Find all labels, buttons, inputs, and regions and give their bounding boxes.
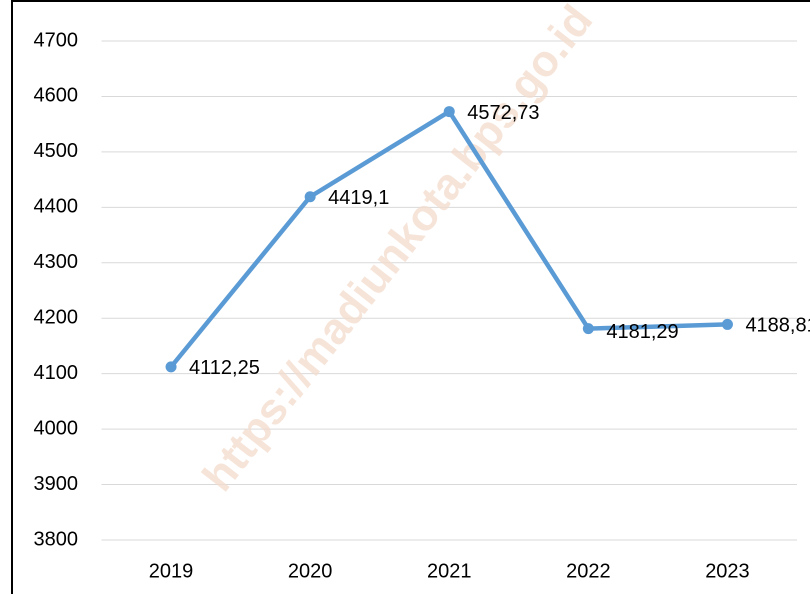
x-tick-label: 2019 xyxy=(149,560,194,582)
data-label: 4572,73 xyxy=(467,102,539,124)
point xyxy=(721,318,733,330)
data-label: 4181,29 xyxy=(606,321,678,343)
y-tick-label: 3900 xyxy=(34,473,79,495)
y-tick-label: 4200 xyxy=(34,307,79,329)
point xyxy=(165,361,177,373)
chart-frame xyxy=(11,0,810,594)
y-tick-label: 4100 xyxy=(34,362,79,384)
y-tick-label: 3800 xyxy=(34,528,79,550)
x-tick-label: 2023 xyxy=(705,560,750,582)
point xyxy=(304,191,316,203)
y-tick-label: 4600 xyxy=(34,85,79,107)
y-tick-label: 4000 xyxy=(34,417,79,439)
x-tick-label: 2021 xyxy=(427,560,472,582)
data-label: 4112,25 xyxy=(189,357,260,379)
point xyxy=(582,323,594,335)
x-tick-label: 2022 xyxy=(566,560,611,582)
y-tick-label: 4300 xyxy=(34,251,79,273)
y-tick-label: 4700 xyxy=(34,29,79,51)
y-tick-label: 4500 xyxy=(34,140,79,162)
data-label: 4419,1 xyxy=(328,187,389,209)
x-tick-label: 2020 xyxy=(288,560,333,582)
data-label: 4188,81 xyxy=(745,315,810,337)
watermark: https://madiunkota.bps.go.id xyxy=(193,0,602,500)
y-tick-label: 4400 xyxy=(34,196,79,218)
point xyxy=(443,106,455,118)
